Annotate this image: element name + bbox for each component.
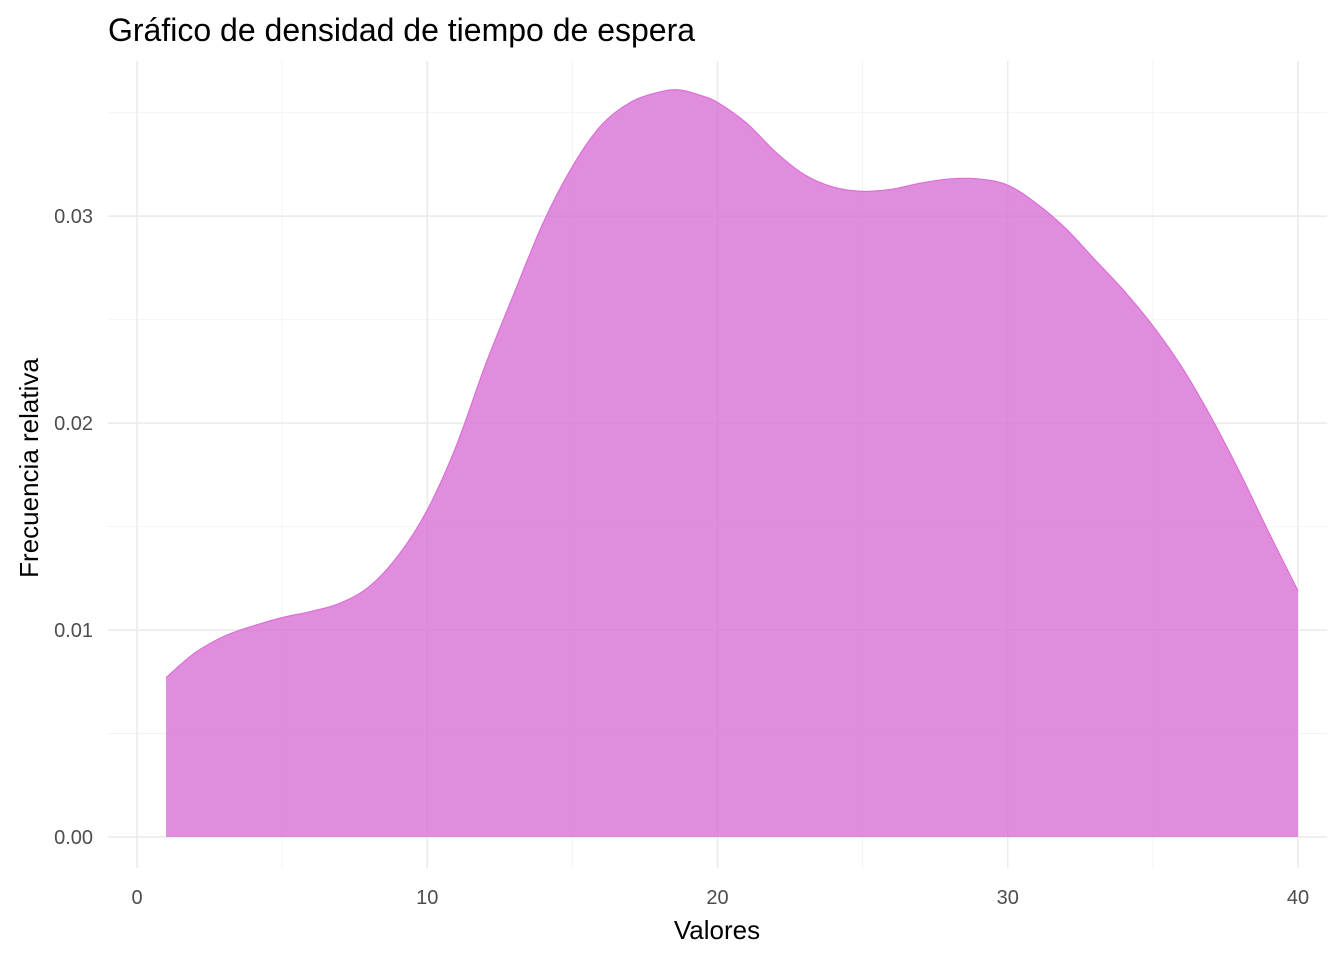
x-tick-label: 0 (131, 887, 142, 909)
chart-title: Gráfico de densidad de tiempo de espera (108, 12, 695, 48)
y-tick-label: 0.01 (54, 620, 93, 642)
x-tick-label: 10 (416, 887, 438, 909)
y-axis-title: Frecuencia relativa (14, 358, 44, 578)
x-tick-label: 30 (997, 887, 1019, 909)
y-tick-label: 0.00 (54, 827, 93, 849)
x-tick-label: 40 (1287, 887, 1309, 909)
y-tick-label: 0.02 (54, 413, 93, 435)
density-area (166, 89, 1298, 837)
area-layer (165, 89, 1299, 837)
y-tick-label: 0.03 (54, 206, 93, 228)
tick-label-layer: 0 10 20 30 40 0.00 0.01 0.02 0.03 (54, 206, 1309, 909)
density-curve (165, 89, 1299, 679)
x-tick-label: 20 (706, 887, 728, 909)
x-axis-title: Valores (674, 915, 760, 945)
